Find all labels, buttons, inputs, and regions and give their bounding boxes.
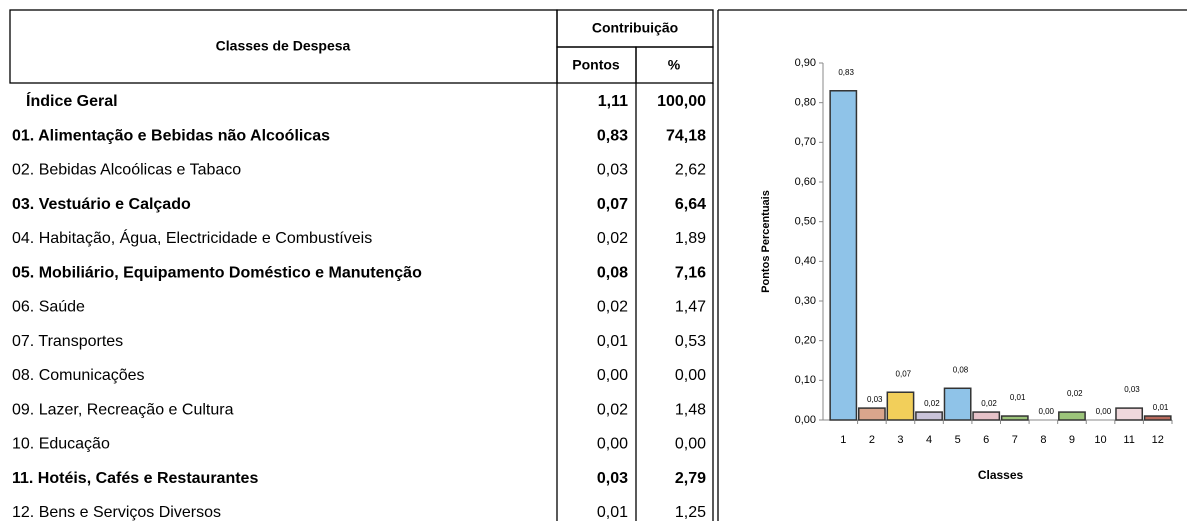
- percent: 1,25: [675, 504, 706, 521]
- percent: 7,16: [675, 264, 706, 281]
- y-tick-label: 0,60: [795, 176, 816, 188]
- row-label: 09. Lazer, Recreação e Cultura: [12, 401, 234, 418]
- value-label: 0,00: [1038, 407, 1054, 416]
- row-label: 05. Mobiliário, Equipamento Doméstico e …: [12, 264, 422, 281]
- x-tick-label: 10: [1094, 434, 1106, 446]
- value-label: 0,00: [1096, 407, 1112, 416]
- pontos: 0,01: [597, 504, 628, 521]
- row-label: 04. Habitação, Água, Electricidade e Com…: [12, 228, 372, 247]
- pontos: 0,03: [597, 470, 628, 487]
- percent: 1,89: [675, 230, 706, 247]
- bar: [829, 90, 858, 421]
- header: Contribuição: [592, 20, 678, 36]
- percent: 2,79: [675, 470, 706, 487]
- x-tick-label: 9: [1069, 434, 1075, 446]
- y-axis-label: Pontos Percentuais: [760, 190, 772, 293]
- bar: [1143, 415, 1172, 421]
- value-label: 0,02: [1067, 389, 1083, 398]
- y-tick-label: 0,10: [795, 374, 816, 386]
- percent: 1,48: [675, 401, 706, 418]
- row-label: 10. Educação: [12, 436, 110, 453]
- bar: [915, 411, 943, 421]
- y-tick-label: 0,90: [795, 57, 816, 69]
- percent: 0,53: [675, 333, 706, 350]
- bar: [1000, 415, 1029, 421]
- y-tick-label: 0,70: [795, 136, 816, 148]
- header: Pontos: [572, 57, 620, 73]
- pontos: 0,03: [597, 162, 628, 179]
- value-label: 0,08: [953, 365, 969, 374]
- pontos: 1,11: [598, 93, 628, 110]
- y-tick-label: 0,20: [795, 335, 816, 347]
- value-label: 0,01: [1153, 403, 1169, 412]
- percent: 74,18: [666, 127, 706, 144]
- x-tick-label: 2: [869, 434, 875, 446]
- bar: [1115, 407, 1144, 421]
- value-label: 0,02: [981, 399, 997, 408]
- percent: 2,62: [675, 162, 706, 179]
- header-cell: [635, 46, 714, 84]
- row-label: 02. Bebidas Alcoólicas e Tabaco: [12, 162, 241, 179]
- value-label: 0,02: [924, 399, 940, 408]
- row-label: 06. Saúde: [12, 299, 85, 316]
- value-label: 0,07: [896, 369, 912, 378]
- x-tick-label: 4: [926, 434, 932, 446]
- x-tick-label: 8: [1040, 434, 1046, 446]
- pontos: 0,02: [597, 230, 628, 247]
- row-label: 03. Vestuário e Calçado: [12, 196, 191, 213]
- row-label: 11. Hotéis, Cafés e Restaurantes: [12, 470, 258, 487]
- percent: 0,00: [675, 367, 706, 384]
- y-tick-label: 0,80: [795, 97, 816, 109]
- pontos: 0,00: [597, 367, 628, 384]
- pontos: 0,83: [597, 127, 628, 144]
- value-label: 0,03: [1124, 385, 1140, 394]
- row-label: 07. Transportes: [12, 333, 123, 350]
- bar: [1058, 411, 1086, 421]
- bar: [886, 391, 915, 421]
- bar: [857, 407, 886, 421]
- percent: 0,00: [675, 436, 706, 453]
- bar: [972, 411, 1001, 421]
- row-label: 08. Comunicações: [12, 367, 145, 384]
- y-tick-label: 0,00: [795, 414, 816, 426]
- percent: 6,64: [675, 196, 706, 213]
- header: Classes de Despesa: [216, 38, 351, 54]
- value-label: 0,01: [1010, 393, 1026, 402]
- row-label: 01. Alimentação e Bebidas não Alcoólicas: [12, 127, 330, 144]
- row-label: Índice Geral: [26, 91, 118, 110]
- row-label: 12. Bens e Serviços Diversos: [12, 504, 221, 521]
- pontos: 0,02: [597, 401, 628, 418]
- x-tick-label: 1: [840, 434, 846, 446]
- y-tick-label: 0,50: [795, 216, 816, 228]
- bar: [943, 387, 972, 421]
- x-tick-label: 5: [955, 434, 961, 446]
- x-tick-label: 7: [1012, 434, 1018, 446]
- value-label: 0,83: [838, 68, 854, 77]
- x-tick-label: 6: [983, 434, 989, 446]
- pontos: 0,01: [597, 333, 628, 350]
- x-tick-label: 12: [1152, 434, 1164, 446]
- x-tick-label: 3: [897, 434, 903, 446]
- pontos: 0,00: [597, 436, 628, 453]
- x-axis-label: Classes: [978, 468, 1024, 482]
- header: %: [668, 57, 681, 73]
- value-label: 0,03: [867, 395, 883, 404]
- pontos: 0,02: [597, 299, 628, 316]
- percent: 100,00: [657, 93, 706, 110]
- pontos: 0,07: [597, 196, 628, 213]
- percent: 1,47: [675, 299, 706, 316]
- pontos: 0,08: [597, 264, 628, 281]
- x-tick-label: 11: [1123, 434, 1134, 446]
- y-tick-label: 0,40: [795, 255, 816, 267]
- y-tick-label: 0,30: [795, 295, 816, 307]
